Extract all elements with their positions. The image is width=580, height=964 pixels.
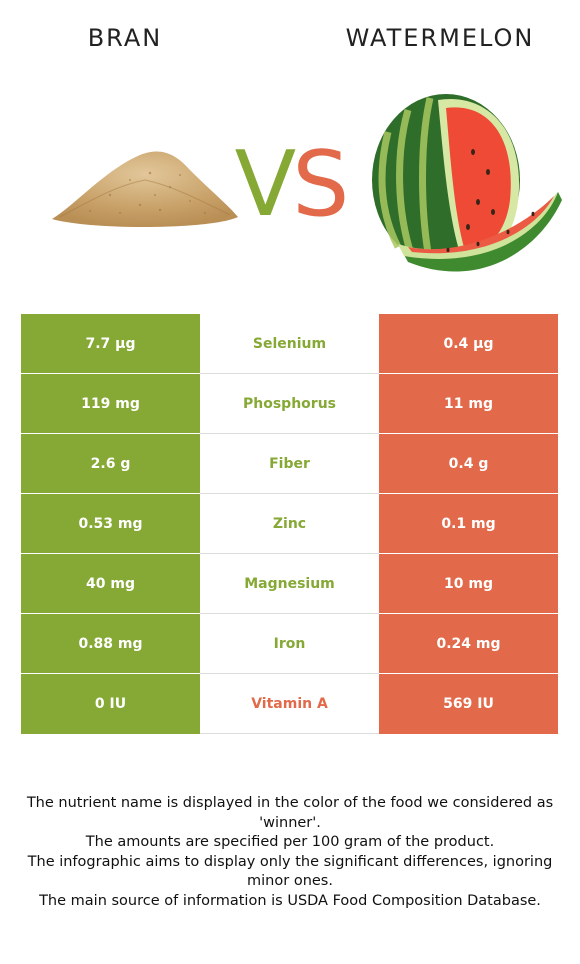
table-row: 0.53 mg Zinc 0.1 mg — [21, 494, 558, 554]
left-value: 0 IU — [21, 674, 200, 734]
right-value: 0.4 µg — [379, 314, 558, 374]
table-row: 0.88 mg Iron 0.24 mg — [21, 614, 558, 674]
right-value: 569 IU — [379, 674, 558, 734]
table-row: 119 mg Phosphorus 11 mg — [21, 374, 558, 434]
footnote-aim: The infographic aims to display only the… — [14, 853, 566, 892]
table-row: 0 IU Vitamin A 569 IU — [21, 674, 558, 734]
footnote-source: The main source of information is USDA F… — [14, 892, 566, 912]
left-value: 0.53 mg — [21, 494, 200, 554]
right-value: 0.24 mg — [379, 614, 558, 674]
table-row: 7.7 µg Selenium 0.4 µg — [21, 314, 558, 374]
left-value: 0.88 mg — [21, 614, 200, 674]
table-row: 2.6 g Fiber 0.4 g — [21, 434, 558, 494]
bran-image — [50, 135, 240, 230]
nutrient-name: Fiber — [200, 434, 379, 494]
right-food-title: WATERMELON — [230, 24, 580, 52]
nutrient-name: Selenium — [200, 314, 379, 374]
right-value: 10 mg — [379, 554, 558, 614]
left-value: 119 mg — [21, 374, 200, 434]
nutrient-name: Zinc — [200, 494, 379, 554]
vs-v: V — [235, 132, 293, 237]
vs-s: S — [292, 132, 345, 237]
footnotes: The nutrient name is displayed in the co… — [14, 794, 566, 911]
nutrient-name: Phosphorus — [200, 374, 379, 434]
watermelon-image — [368, 92, 564, 292]
right-value: 0.4 g — [379, 434, 558, 494]
right-value: 11 mg — [379, 374, 558, 434]
table-row: 40 mg Magnesium 10 mg — [21, 554, 558, 614]
vs-label: VS — [220, 135, 360, 235]
comparison-table: 7.7 µg Selenium 0.4 µg 119 mg Phosphorus 11 m… — [21, 314, 558, 734]
left-value: 40 mg — [21, 554, 200, 614]
footnote-winner: The nutrient name is displayed in the co… — [14, 794, 566, 833]
left-value: 7.7 µg — [21, 314, 200, 374]
nutrient-name: Iron — [200, 614, 379, 674]
nutrient-name: Vitamin A — [200, 674, 379, 734]
footnote-amounts: The amounts are specified per 100 gram o… — [14, 833, 566, 853]
right-value: 0.1 mg — [379, 494, 558, 554]
nutrient-name: Magnesium — [200, 554, 379, 614]
left-value: 2.6 g — [21, 434, 200, 494]
left-food-title: BRAN — [0, 24, 250, 52]
